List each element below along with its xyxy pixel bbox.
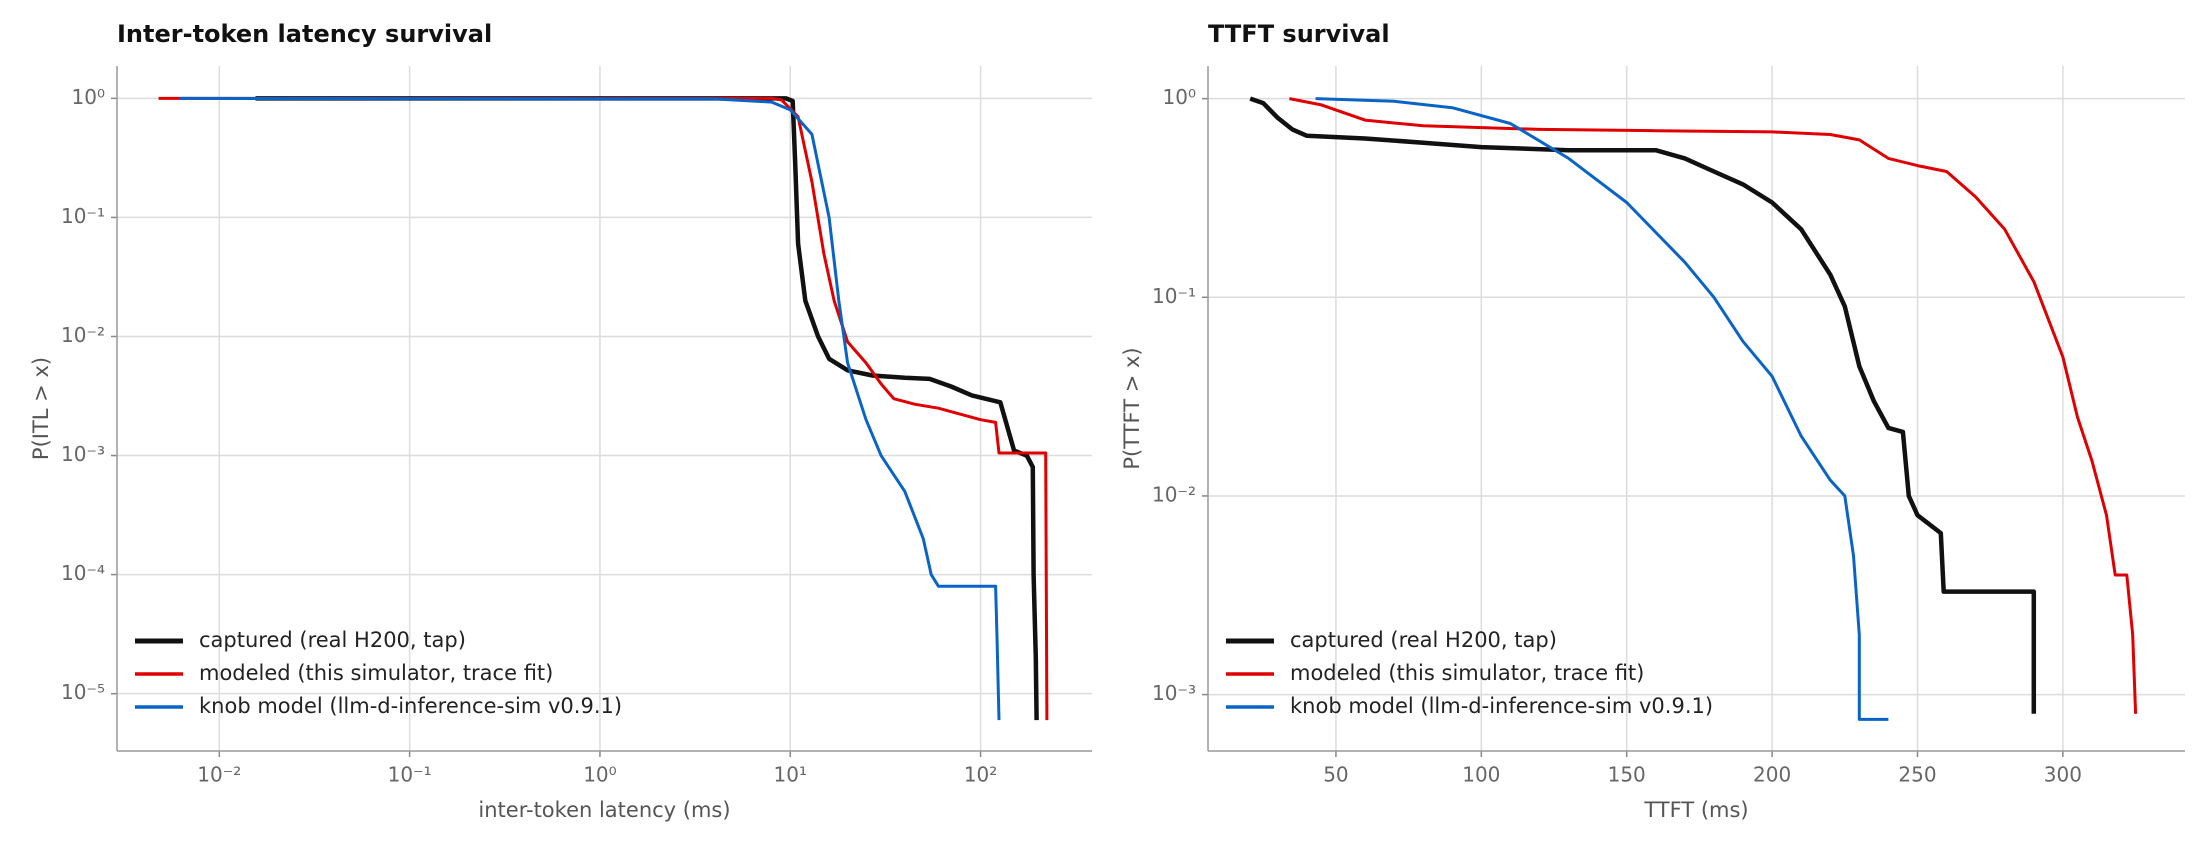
legend-label: captured (real H200, tap) [1290, 628, 1557, 652]
legend-label: modeled (this simulator, trace fit) [199, 661, 553, 685]
series-line [1315, 97, 1889, 721]
series-line [255, 96, 1039, 721]
y-tick-label: 10⁻¹ [1152, 284, 1196, 308]
x-tick-label: 10⁰ [583, 763, 616, 787]
series-line [1249, 96, 2037, 714]
x-tick-label: 250 [1898, 763, 1936, 787]
x-axis-label: inter-token latency (ms) [478, 798, 730, 822]
y-tick-label: 10⁻² [1152, 482, 1196, 506]
y-tick-label: 10⁻³ [1152, 681, 1196, 705]
x-tick-label: 10⁻¹ [388, 763, 432, 787]
series-line [158, 96, 1049, 721]
y-tick-label: 10⁻³ [61, 442, 105, 466]
y-tick-label: 10⁻² [61, 323, 105, 347]
x-tick-label: 10⁻² [197, 763, 241, 787]
chart-title: Inter-token latency survival [117, 20, 492, 48]
x-tick-label: 300 [2044, 763, 2082, 787]
x-axis-label: TTFT (ms) [1643, 798, 1748, 822]
legend-label: captured (real H200, tap) [199, 628, 466, 652]
y-tick-label: 10⁰ [1163, 85, 1196, 109]
x-tick-label: 10² [964, 763, 997, 787]
y-tick-label: 10⁻⁵ [61, 680, 105, 704]
x-tick-label: 10¹ [774, 763, 807, 787]
series-line [1289, 97, 2138, 714]
y-tick-label: 10⁻⁴ [61, 561, 105, 585]
x-tick-label: 150 [1608, 763, 1646, 787]
y-axis-label: P(TTFT > x) [1120, 347, 1144, 469]
y-axis-label: P(ITL > x) [29, 357, 53, 460]
legend-label: knob model (llm-d-inference-sim v0.9.1) [1290, 694, 1713, 718]
x-tick-label: 200 [1753, 763, 1791, 787]
legend-label: modeled (this simulator, trace fit) [1290, 661, 1644, 685]
x-tick-label: 50 [1323, 763, 1348, 787]
y-tick-label: 10⁰ [72, 85, 105, 109]
series-line [179, 96, 1001, 721]
x-tick-label: 100 [1462, 763, 1500, 787]
y-tick-label: 10⁻¹ [61, 204, 105, 228]
legend-label: knob model (llm-d-inference-sim v0.9.1) [199, 694, 622, 718]
chart-title: TTFT survival [1208, 20, 1390, 48]
